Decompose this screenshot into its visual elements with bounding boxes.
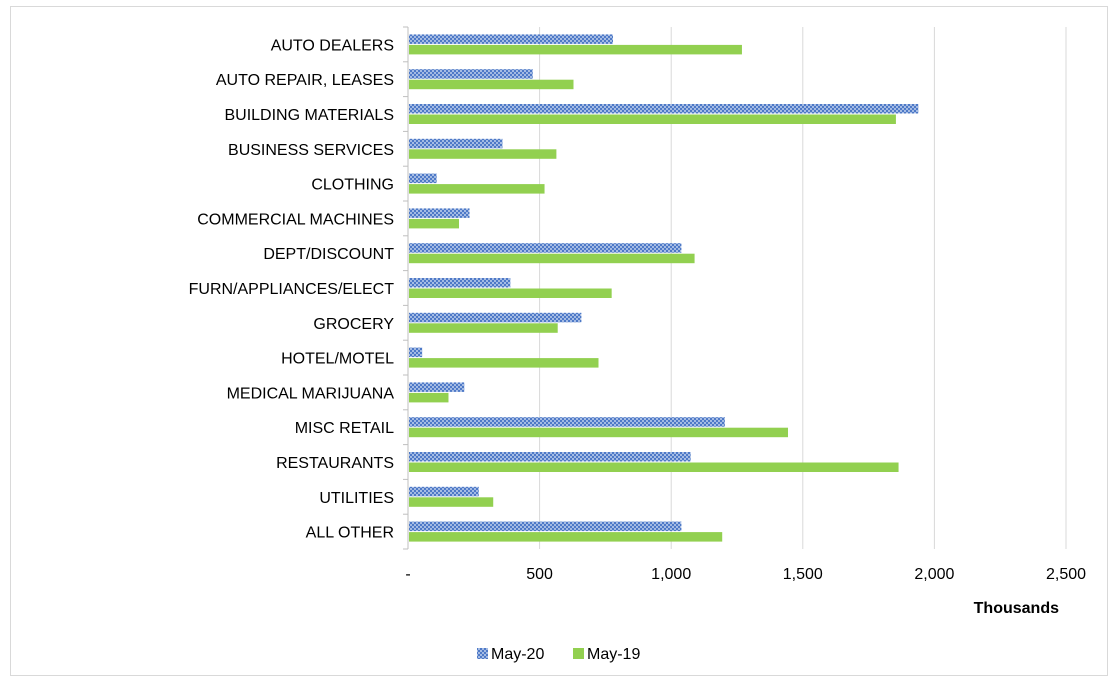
- bar-may-20: [409, 382, 465, 392]
- bar-may-19: [409, 114, 896, 124]
- x-tick-label: -: [405, 566, 410, 583]
- bar-may-20: [409, 173, 437, 184]
- x-tick-label: 1,000: [651, 566, 691, 583]
- category-label: BUILDING MATERIALS: [224, 107, 394, 124]
- bar-may-20: [409, 452, 691, 462]
- x-tick-label: 2,000: [914, 566, 954, 583]
- bar-may-19: [409, 253, 695, 264]
- bar-may-19: [409, 497, 494, 507]
- category-label: MEDICAL MARIJUANA: [227, 385, 395, 402]
- category-label: COMMERCIAL MACHINES: [197, 211, 394, 228]
- category-labels: AUTO DEALERS AUTO REPAIR, LEASES BUILDING …: [189, 37, 395, 541]
- x-axis-title: Thousands: [974, 600, 1059, 617]
- legend: May-20 May-19: [477, 646, 640, 663]
- bar-may-20: [409, 521, 682, 532]
- axes: [403, 26, 409, 550]
- bar-may-19: [409, 149, 557, 159]
- bar-may-20: [409, 104, 919, 114]
- category-label: HOTEL/MOTEL: [281, 351, 394, 368]
- category-label: AUTO DEALERS: [271, 37, 394, 54]
- bar-may-20: [409, 69, 533, 79]
- bar-may-20: [409, 138, 503, 149]
- bar-may-20: [409, 208, 470, 218]
- x-tick-label: 1,500: [783, 566, 823, 583]
- bar-may-20: [409, 243, 682, 253]
- bar-may-19: [409, 44, 742, 55]
- chart-frame: AUTO DEALERS AUTO REPAIR, LEASES BUILDING …: [10, 6, 1108, 676]
- legend-label-may-19: May-19: [587, 646, 640, 663]
- x-tick-label: 500: [526, 566, 553, 583]
- bar-may-20: [409, 486, 479, 497]
- bar-may-19: [409, 427, 789, 438]
- category-label: BUSINESS SERVICES: [228, 142, 394, 159]
- bar-may-19: [409, 532, 723, 542]
- x-tick-labels: - 500 1,000 1,500 2,000 2,500: [405, 566, 1086, 583]
- category-label: MISC RETAIL: [295, 420, 394, 437]
- bar-may-19: [409, 184, 545, 194]
- legend-label-may-20: May-20: [491, 646, 544, 663]
- legend-swatch-may-20: [477, 648, 488, 659]
- bar-chart: AUTO DEALERS AUTO REPAIR, LEASES BUILDING …: [189, 26, 1086, 663]
- category-label: AUTO REPAIR, LEASES: [216, 72, 394, 89]
- category-label: RESTAURANTS: [276, 455, 394, 472]
- category-label: GROCERY: [313, 316, 394, 333]
- bar-may-20: [409, 417, 725, 427]
- category-label: CLOTHING: [311, 177, 394, 194]
- category-label: UTILITIES: [319, 490, 394, 507]
- bar-may-20: [409, 278, 511, 288]
- bar-may-19: [409, 323, 558, 333]
- x-tick-label: 2,500: [1046, 566, 1086, 583]
- legend-swatch-may-19: [573, 648, 584, 659]
- bar-may-19: [409, 218, 460, 229]
- category-label: FURN/APPLIANCES/ELECT: [189, 281, 395, 298]
- bar-may-20: [409, 347, 423, 358]
- bar-may-19: [409, 79, 574, 90]
- bar-may-19: [409, 358, 599, 368]
- bars: [409, 34, 919, 542]
- bar-may-19: [409, 392, 449, 403]
- bar-may-20: [409, 34, 613, 44]
- category-label: ALL OTHER: [306, 525, 394, 542]
- bar-may-19: [409, 288, 612, 298]
- category-label: DEPT/DISCOUNT: [263, 246, 394, 263]
- gridlines: [539, 27, 1067, 549]
- bar-may-19: [409, 462, 899, 472]
- bar-may-20: [409, 312, 582, 323]
